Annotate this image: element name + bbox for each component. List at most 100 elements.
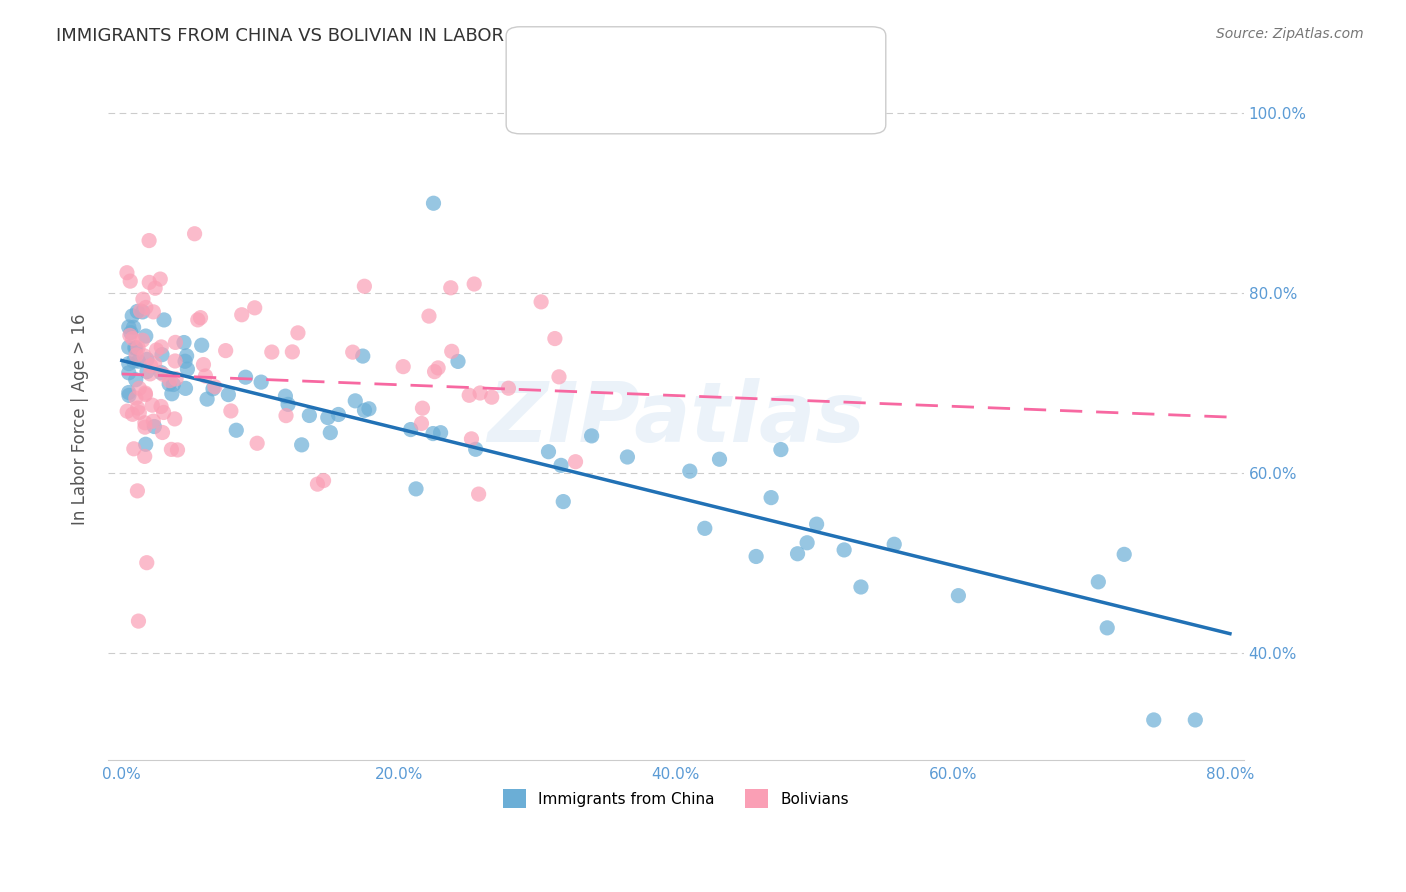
Bolivians <box>204 380 226 394</box>
Bolivians <box>138 234 160 248</box>
Immigrants from China <box>422 196 444 211</box>
Text: IMMIGRANTS FROM CHINA VS BOLIVIAN IN LABOR FORCE | AGE > 16 CORRELATION CHART: IMMIGRANTS FROM CHINA VS BOLIVIAN IN LAB… <box>56 27 875 45</box>
Bolivians <box>440 281 463 295</box>
Immigrants from China <box>769 442 792 457</box>
Bolivians <box>287 326 309 340</box>
Immigrants from China <box>399 423 422 437</box>
Immigrants from China <box>202 382 225 396</box>
Bolivians <box>219 404 242 418</box>
Bolivians <box>122 442 145 456</box>
Bolivians <box>215 343 238 358</box>
Bolivians <box>127 483 149 498</box>
Immigrants from China <box>277 397 299 411</box>
Immigrants from China <box>176 362 198 376</box>
Bolivians <box>143 281 166 295</box>
Bolivians <box>129 304 152 318</box>
Bolivians <box>160 442 183 457</box>
Immigrants from China <box>422 426 444 441</box>
Bolivians <box>548 369 571 384</box>
Immigrants from China <box>118 388 141 402</box>
Immigrants from China <box>118 366 141 380</box>
Text: ■: ■ <box>541 57 561 77</box>
Bolivians <box>190 310 212 325</box>
Immigrants from China <box>786 547 808 561</box>
Bolivians <box>530 294 553 309</box>
Text: Source: ZipAtlas.com: Source: ZipAtlas.com <box>1216 27 1364 41</box>
Bolivians <box>243 301 266 315</box>
Bolivians <box>152 368 174 382</box>
Bolivians <box>342 345 364 359</box>
Bolivians <box>165 372 187 386</box>
Bolivians <box>411 417 433 431</box>
Bolivians <box>127 614 149 628</box>
Bolivians <box>135 556 157 570</box>
Immigrants from China <box>1143 713 1166 727</box>
Bolivians <box>353 279 375 293</box>
Immigrants from China <box>1184 713 1206 727</box>
Text: ■: ■ <box>541 93 561 112</box>
Immigrants from China <box>464 442 486 457</box>
Bolivians <box>458 388 481 402</box>
Immigrants from China <box>274 389 297 403</box>
Immigrants from China <box>162 377 184 392</box>
Immigrants from China <box>125 373 148 387</box>
Immigrants from China <box>118 340 141 354</box>
Bolivians <box>440 344 463 359</box>
Immigrants from China <box>173 335 195 350</box>
Immigrants from China <box>190 338 212 352</box>
Text: 80: 80 <box>683 60 704 74</box>
Bolivians <box>143 357 166 371</box>
Bolivians <box>139 359 162 373</box>
Immigrants from China <box>160 386 183 401</box>
Immigrants from China <box>316 410 339 425</box>
Bolivians <box>411 401 433 416</box>
Bolivians <box>307 477 329 491</box>
Immigrants from China <box>122 354 145 368</box>
Text: -0.133: -0.133 <box>593 95 648 110</box>
Y-axis label: In Labor Force | Age > 16: In Labor Force | Age > 16 <box>72 313 89 524</box>
Immigrants from China <box>118 385 141 400</box>
Immigrants from China <box>693 521 716 535</box>
Immigrants from China <box>550 458 572 473</box>
Immigrants from China <box>176 349 198 363</box>
Immigrants from China <box>344 393 367 408</box>
Immigrants from China <box>616 450 638 464</box>
Bolivians <box>127 341 149 355</box>
Bolivians <box>392 359 415 374</box>
Immigrants from China <box>1114 547 1136 561</box>
Bolivians <box>139 367 162 381</box>
Immigrants from China <box>553 494 575 508</box>
Immigrants from China <box>195 392 218 406</box>
Bolivians <box>131 333 153 347</box>
Bolivians <box>312 474 335 488</box>
Bolivians <box>427 360 450 375</box>
Immigrants from China <box>832 542 855 557</box>
Immigrants from China <box>679 464 702 478</box>
Immigrants from China <box>581 429 603 443</box>
Immigrants from China <box>849 580 872 594</box>
Immigrants from China <box>298 409 321 423</box>
Immigrants from China <box>127 354 149 368</box>
Bolivians <box>132 292 155 306</box>
Bolivians <box>165 354 187 368</box>
Text: N =: N = <box>654 60 688 74</box>
Immigrants from China <box>745 549 768 564</box>
Bolivians <box>134 450 156 464</box>
Text: N =: N = <box>654 95 688 110</box>
Immigrants from China <box>150 366 173 380</box>
Bolivians <box>281 345 304 359</box>
Immigrants from China <box>537 444 560 458</box>
Bolivians <box>163 412 186 426</box>
Immigrants from China <box>122 320 145 334</box>
Immigrants from China <box>352 349 374 363</box>
Bolivians <box>128 381 150 395</box>
Bolivians <box>159 374 181 388</box>
Text: 87: 87 <box>683 95 704 110</box>
Bolivians <box>231 308 253 322</box>
Bolivians <box>149 272 172 286</box>
Bolivians <box>260 345 283 359</box>
Immigrants from China <box>157 376 180 391</box>
Immigrants from China <box>127 304 149 318</box>
Immigrants from China <box>759 491 782 505</box>
Immigrants from China <box>150 348 173 362</box>
